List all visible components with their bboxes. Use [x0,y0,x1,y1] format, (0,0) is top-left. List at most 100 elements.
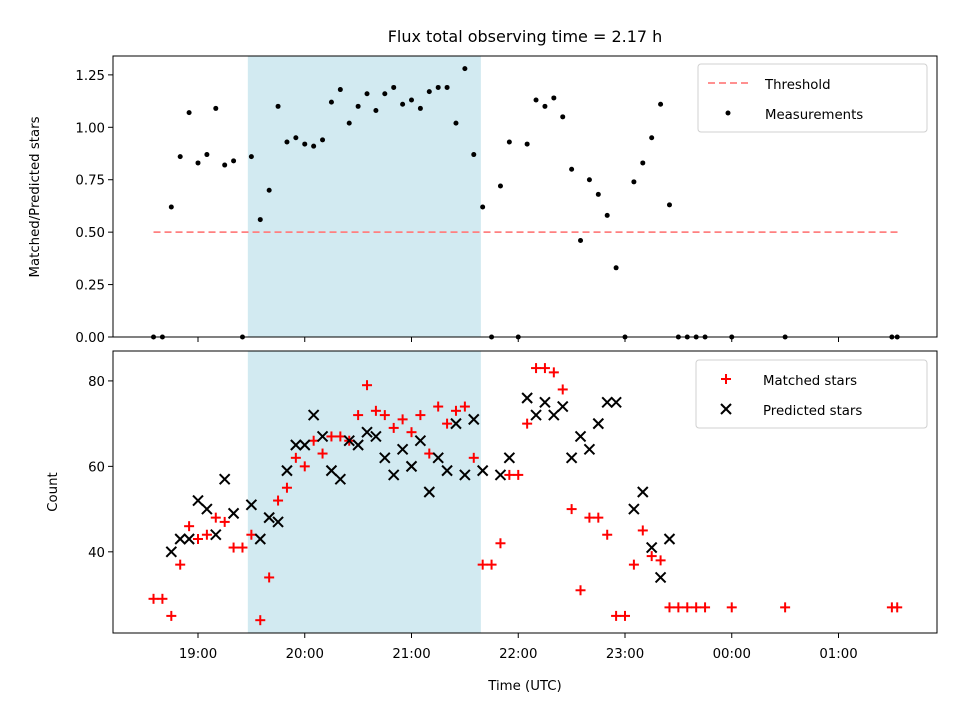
matched-star-point [450,405,461,416]
predicted-star-point [494,469,507,481]
bottom-x-tick-label: 23:00 [606,647,644,662]
measurement-point [586,177,592,183]
bottom-x-tick-label: 20:00 [286,647,324,662]
bottom-x-tick-label: 01:00 [819,647,857,662]
top-x-ticks [197,337,839,342]
predicted-star-point [414,435,427,447]
measurement-point [435,84,441,90]
matched-star-point [379,410,390,421]
predicted-star-point [379,452,391,464]
measurement-point [658,101,664,107]
top-y-tick-label: 1.00 [75,121,105,136]
matched-star-point [184,521,195,532]
measurement-point [506,139,512,145]
matched-star-point [655,555,666,566]
top-chart: Flux total observing time = 2.17 h 0.000… [28,27,938,346]
measurement-point [391,84,397,90]
predicted-star-point [352,439,364,451]
legend-matched-swatch [721,374,731,384]
predicted-star-point [290,439,302,451]
predicted-star-point [468,413,480,426]
bottom-legend: Matched stars Predicted stars [695,359,928,429]
legend-predicted-label: Predicted stars [763,404,862,419]
measurement-point [578,238,584,244]
measurement-point [222,162,228,168]
measurement-point [320,137,326,143]
matched-star-point [175,559,186,570]
predicted-star-point [316,430,329,443]
matched-star-point [326,431,337,442]
predicted-star-point [183,533,195,545]
top-chart-title: Flux total observing time = 2.17 h [388,27,663,46]
predicted-star-point [263,511,275,524]
measurement-point [266,187,272,193]
measurement-point [551,95,557,101]
predicted-star-point [192,494,204,507]
predicted-star-point [370,430,382,443]
measurement-point [560,114,566,120]
measurement-point [444,84,450,90]
measurement-point [248,154,254,160]
measurement-point [382,91,388,97]
predicted-star-point [654,571,667,584]
measurement-point [373,108,379,114]
matched-star-point [193,534,203,544]
bottom-x-tick-label: 00:00 [713,647,751,662]
measurement-point [453,120,459,126]
bottom-x-tick-label: 19:00 [179,647,217,662]
measurement-point [595,191,601,197]
measurement-point [337,87,343,93]
measurement-point [426,89,432,95]
bottom-y-axis: 40 60 80 [88,375,113,561]
top-legend: Threshold Measurements [697,63,928,133]
predicted-star-point [432,452,444,464]
measurement-point [302,141,308,147]
matched-star-point [442,418,453,429]
measurement-point [480,204,486,210]
bottom-x-tick-label: 21:00 [392,647,430,662]
measurement-point [311,143,317,149]
predicted-star-point [174,533,186,545]
measurement-point [231,158,237,164]
measurement-point [533,97,539,103]
measurement-point [613,265,619,271]
top-legend-box [697,63,928,133]
matched-star-point [317,448,328,459]
matched-star-point [664,602,675,613]
matched-star-point [539,363,550,374]
matched-star-point [219,516,230,527]
bottom-shaded-region [247,351,481,633]
predicted-star-point [405,460,418,473]
legend-measurements-label: Measurements [765,108,863,123]
measurement-point [400,101,406,107]
matched-star-point [255,615,266,626]
matched-star-point [522,418,533,429]
matched-stars-points [148,363,903,626]
predicted-star-point [539,396,551,408]
predicted-star-point [441,464,453,477]
measurement-point [524,141,530,147]
predicted-star-point [628,503,640,515]
predicted-star-point [645,541,658,554]
matched-star-point [548,367,559,378]
predicted-star-point [610,396,622,408]
measurement-point [604,212,610,218]
matched-star-point [700,602,711,613]
predicted-star-point [521,392,533,404]
measurement-point [275,103,281,109]
measurement-point [462,66,468,72]
matched-star-point [415,410,426,421]
top-y-tick-label: 0.25 [75,279,105,294]
measurement-point [177,154,183,160]
legend-predicted-swatch [720,403,732,415]
legend-measurements-swatch [725,110,731,116]
measurement-point [204,152,210,158]
top-y-tick-label: 0.50 [75,226,105,241]
top-y-axis: 0.00 0.25 0.50 0.75 1.00 1.25 [75,69,113,346]
matched-star-point [157,593,168,604]
predicted-star-point [592,417,605,430]
matched-star-point [388,422,399,433]
measurement-point [186,110,192,116]
top-y-axis-label: Matched/Predicted stars [28,116,43,277]
predicted-star-point [325,464,338,477]
